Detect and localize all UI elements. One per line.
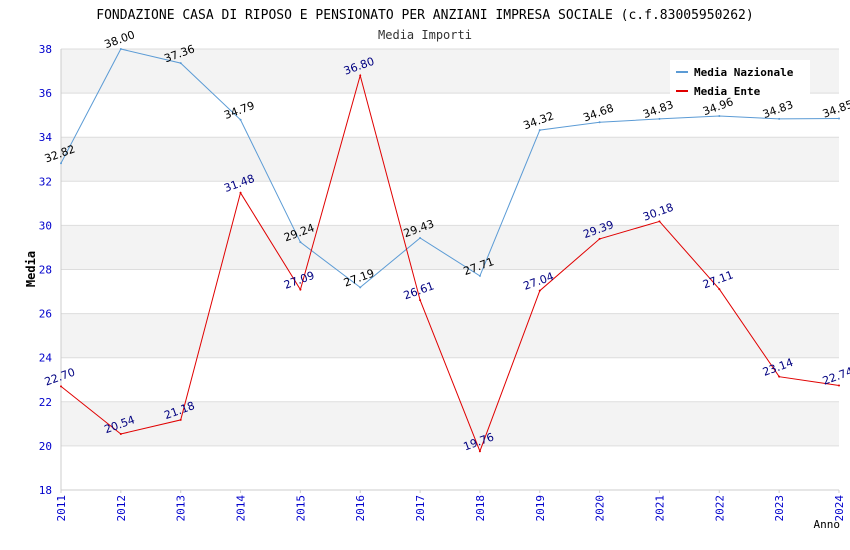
legend-label: Media Ente bbox=[694, 85, 761, 98]
data-point bbox=[359, 74, 362, 77]
x-axis: 2011 2012 2013 2014 2015 2016 2017 2018 2019 2020… bbox=[55, 489, 846, 522]
y-tick-label: 18 bbox=[39, 484, 52, 497]
data-point bbox=[718, 288, 721, 291]
data-point bbox=[598, 237, 601, 240]
data-label: 34.83 bbox=[761, 98, 795, 121]
data-label: 34.85 bbox=[821, 98, 850, 121]
data-point bbox=[778, 375, 781, 378]
y-axis: 18 20 22 24 26 28 30 32 34 36 38 bbox=[39, 43, 62, 497]
x-axis-title: Anno bbox=[814, 518, 841, 531]
x-tick-label: 2015 bbox=[294, 495, 307, 522]
y-tick-label: 38 bbox=[39, 43, 52, 56]
legend-label: Media Nazionale bbox=[694, 66, 794, 79]
grid-bands bbox=[61, 49, 839, 446]
data-label: 34.68 bbox=[581, 101, 615, 124]
grid-band bbox=[61, 401, 839, 446]
x-tick-label: 2014 bbox=[235, 495, 248, 522]
data-point bbox=[60, 385, 62, 388]
y-tick-label: 20 bbox=[39, 440, 52, 453]
data-point bbox=[239, 118, 242, 121]
data-point bbox=[419, 299, 422, 302]
chart-title: FONDAZIONE CASA DI RIPOSO E PENSIONATO P… bbox=[96, 8, 753, 23]
data-label: 30.18 bbox=[641, 201, 675, 224]
y-tick-label: 28 bbox=[39, 264, 52, 277]
data-label: 27.04 bbox=[522, 270, 556, 293]
data-point bbox=[778, 117, 781, 120]
series-line bbox=[60, 48, 840, 289]
y-axis-title: Media bbox=[24, 251, 38, 287]
legend-box bbox=[670, 60, 810, 96]
data-point bbox=[478, 450, 481, 453]
x-tick-label: 2011 bbox=[55, 495, 68, 522]
x-tick-label: 2020 bbox=[594, 495, 607, 522]
x-tick-label: 2023 bbox=[773, 495, 786, 522]
data-point bbox=[538, 289, 541, 292]
x-tick-label: 2017 bbox=[414, 495, 427, 522]
data-point bbox=[179, 62, 182, 65]
series-group bbox=[60, 48, 840, 453]
y-tick-label: 22 bbox=[39, 396, 52, 409]
data-point bbox=[119, 48, 122, 50]
data-point bbox=[299, 288, 302, 291]
data-point bbox=[299, 241, 302, 244]
data-label: 22.74 bbox=[821, 365, 850, 388]
data-point bbox=[359, 286, 362, 289]
y-tick-label: 34 bbox=[39, 131, 53, 144]
grid-band bbox=[61, 137, 839, 182]
data-point bbox=[838, 117, 840, 120]
data-point bbox=[838, 384, 840, 387]
data-point bbox=[119, 432, 122, 435]
data-label: 38.00 bbox=[103, 28, 137, 51]
chart-subtitle: Media Importi bbox=[378, 28, 472, 42]
grid-band bbox=[61, 225, 839, 270]
data-point bbox=[658, 220, 661, 223]
y-tick-label: 36 bbox=[39, 87, 52, 100]
data-point bbox=[658, 117, 661, 120]
data-label: 22.70 bbox=[43, 366, 77, 389]
x-tick-label: 2021 bbox=[653, 495, 666, 522]
grid-band bbox=[61, 313, 839, 358]
x-tick-label: 2024 bbox=[833, 495, 846, 522]
x-tick-label: 2022 bbox=[713, 495, 726, 522]
data-point bbox=[239, 191, 242, 194]
data-point bbox=[718, 115, 721, 118]
grid-lines bbox=[61, 48, 839, 491]
y-tick-label: 32 bbox=[39, 175, 52, 188]
data-point bbox=[598, 121, 601, 124]
y-tick-label: 26 bbox=[39, 308, 52, 321]
x-tick-label: 2018 bbox=[474, 495, 487, 522]
data-label: 26.61 bbox=[402, 279, 436, 302]
data-point bbox=[538, 129, 541, 132]
y-tick-label: 24 bbox=[39, 352, 53, 365]
data-point bbox=[179, 418, 182, 421]
data-point bbox=[60, 162, 62, 165]
y-tick-label: 30 bbox=[39, 219, 52, 232]
x-tick-label: 2019 bbox=[534, 495, 547, 522]
x-tick-label: 2012 bbox=[115, 495, 128, 522]
x-tick-label: 2013 bbox=[175, 495, 188, 522]
x-tick-label: 2016 bbox=[354, 495, 367, 522]
legend: Media Nazionale Media Ente bbox=[670, 60, 810, 98]
series-line bbox=[60, 73, 840, 453]
data-point bbox=[419, 236, 422, 239]
data-label: 34.96 bbox=[701, 95, 735, 118]
data-point bbox=[478, 274, 481, 277]
data-label: 34.83 bbox=[641, 98, 675, 121]
